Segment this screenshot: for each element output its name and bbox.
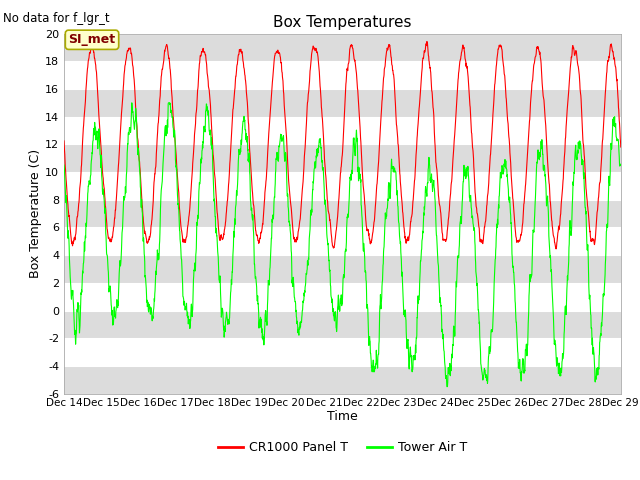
Bar — [64, 89, 621, 117]
Text: SI_met: SI_met — [68, 33, 116, 46]
Bar — [64, 34, 621, 61]
Title: Box Temperatures: Box Temperatures — [273, 15, 412, 30]
Bar — [64, 200, 621, 228]
Y-axis label: Box Temperature (C): Box Temperature (C) — [29, 149, 42, 278]
Bar — [64, 366, 621, 394]
Bar — [64, 311, 621, 338]
Bar — [64, 144, 621, 172]
Legend: CR1000 Panel T, Tower Air T: CR1000 Panel T, Tower Air T — [212, 436, 472, 459]
X-axis label: Time: Time — [327, 410, 358, 423]
Text: No data for f_lgr_t: No data for f_lgr_t — [3, 12, 110, 25]
Bar — [64, 255, 621, 283]
